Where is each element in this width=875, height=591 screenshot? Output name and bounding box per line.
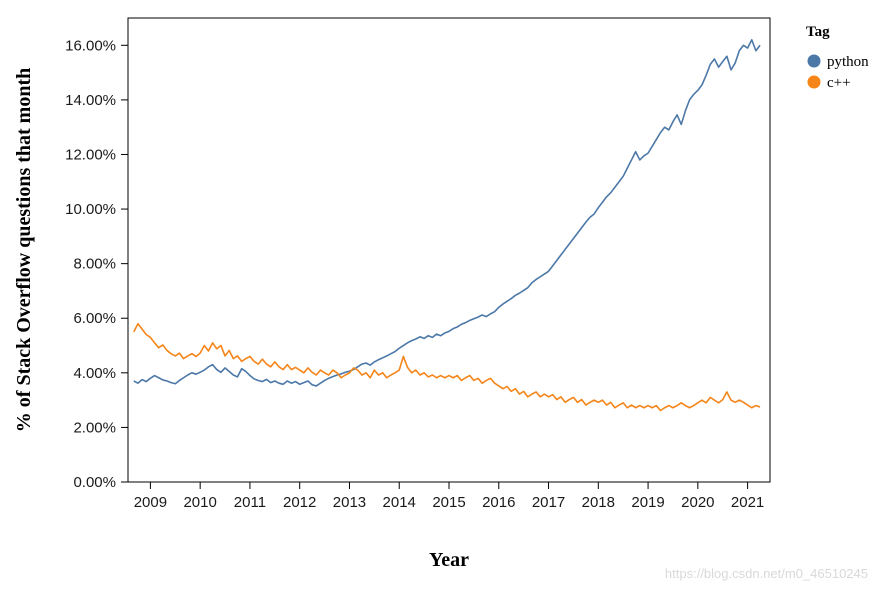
x-tick-label: 2010	[183, 494, 216, 511]
python-line	[133, 39, 761, 387]
x-tick-label: 2012	[283, 494, 316, 511]
x-tick-label: 2016	[482, 494, 515, 511]
x-tick-label: 2017	[532, 494, 565, 511]
legend-label-python: python	[827, 54, 869, 70]
y-tick-label: 10.00%	[65, 201, 116, 218]
y-tick-label: 8.00%	[73, 256, 116, 273]
x-tick-label: 2018	[582, 494, 615, 511]
plot-border	[127, 17, 771, 483]
x-tick-label: 2015	[432, 494, 465, 511]
y-tick-label: 2.00%	[73, 419, 116, 436]
c++-line	[133, 322, 761, 412]
y-axis-title: % of Stack Overflow questions that month	[13, 68, 35, 432]
series-lines	[133, 39, 761, 412]
x-axis: 2009 2010 2011 2012 2013 2014 2015 2016 2017 2018…	[134, 482, 764, 511]
python-legend-dot-icon	[807, 54, 821, 68]
y-axis: 0.00% 2.00% 4.00% 6.00% 8.00% 10.00% 12.00% 14.…	[65, 37, 128, 491]
y-tick-label: 14.00%	[65, 92, 116, 109]
x-tick-label: 2020	[681, 494, 714, 511]
legend-item-python: python	[807, 54, 869, 70]
legend: Tag python c++	[806, 24, 869, 91]
legend-item-cpp: c++	[807, 75, 851, 91]
x-tick-label: 2019	[631, 494, 664, 511]
x-axis-title: Year	[429, 549, 469, 571]
cpp-legend-dot-icon	[807, 75, 821, 89]
x-tick-label: 2014	[383, 494, 416, 511]
y-tick-label: 12.00%	[65, 146, 116, 163]
y-tick-label: 4.00%	[73, 365, 116, 382]
x-tick-label: 2021	[731, 494, 764, 511]
x-tick-label: 2011	[234, 494, 266, 511]
legend-label-cpp: c++	[827, 75, 851, 91]
watermark-text: https://blog.csdn.net/m0_46510245	[665, 566, 868, 581]
y-tick-label: 0.00%	[73, 474, 116, 491]
x-tick-label: 2009	[134, 494, 167, 511]
x-tick-label: 2013	[333, 494, 366, 511]
legend-title: Tag	[806, 24, 830, 40]
y-tick-label: 16.00%	[65, 37, 116, 54]
y-tick-label: 6.00%	[73, 310, 116, 327]
